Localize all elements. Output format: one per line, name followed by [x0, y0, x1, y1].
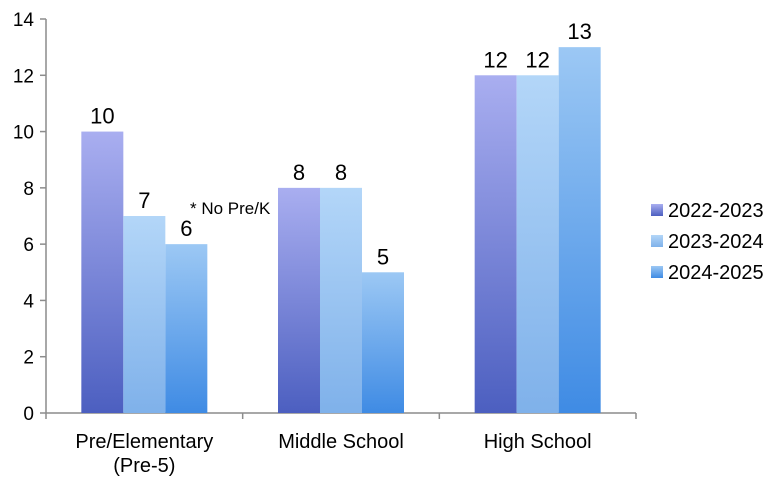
- x-category-label: High School: [484, 431, 592, 453]
- bar: [362, 272, 404, 413]
- y-tick-label: 12: [13, 66, 34, 87]
- bar-value-label: 12: [483, 47, 507, 72]
- legend-swatch: [651, 266, 663, 278]
- bar: [165, 244, 208, 413]
- axes: 0 2 4 6 8 10 12 14 Pre/Elementary (Pre-5) Middle S…: [13, 10, 637, 477]
- bar: [474, 75, 517, 414]
- bar-value-label: 6: [180, 216, 192, 241]
- legend-label: 2023-2024: [668, 231, 764, 253]
- x-category-label: Pre/Elementary (Pre-5): [75, 431, 213, 477]
- bar: [320, 187, 362, 413]
- bars: [81, 47, 601, 414]
- bar: [278, 187, 320, 413]
- legend: 2022-2023 2023-2024 2024-2025: [651, 200, 764, 284]
- y-tick-label: 2: [23, 348, 34, 369]
- bar: [558, 47, 601, 414]
- annotation-no-prek: * No Pre/K: [190, 199, 271, 218]
- legend-label: 2024-2025: [668, 262, 764, 284]
- bar-value-label: 10: [90, 104, 114, 129]
- bar-value-label: 5: [377, 244, 389, 269]
- legend-swatch: [651, 204, 663, 216]
- y-tick-label: 8: [23, 179, 34, 200]
- y-tick-label: 0: [23, 404, 34, 425]
- bar-value-label: 8: [293, 160, 305, 185]
- legend-swatch: [651, 235, 663, 247]
- bar-value-label: 13: [567, 19, 591, 44]
- x-category-label: Middle School: [278, 431, 404, 453]
- y-tick-label: 4: [23, 291, 34, 312]
- bar-value-label: 8: [335, 160, 347, 185]
- bar: [123, 216, 166, 413]
- y-tick-label: 14: [13, 10, 35, 31]
- legend-label: 2022-2023: [668, 200, 764, 222]
- bar-value-label: 7: [138, 188, 150, 213]
- bar-value-label: 12: [525, 47, 549, 72]
- y-tick-label: 6: [23, 235, 34, 256]
- y-tick-label: 10: [13, 123, 34, 144]
- bar: [81, 131, 124, 414]
- data-labels: 10 7 6 8 8 5 12 12 13: [90, 19, 592, 269]
- bar: [516, 75, 559, 414]
